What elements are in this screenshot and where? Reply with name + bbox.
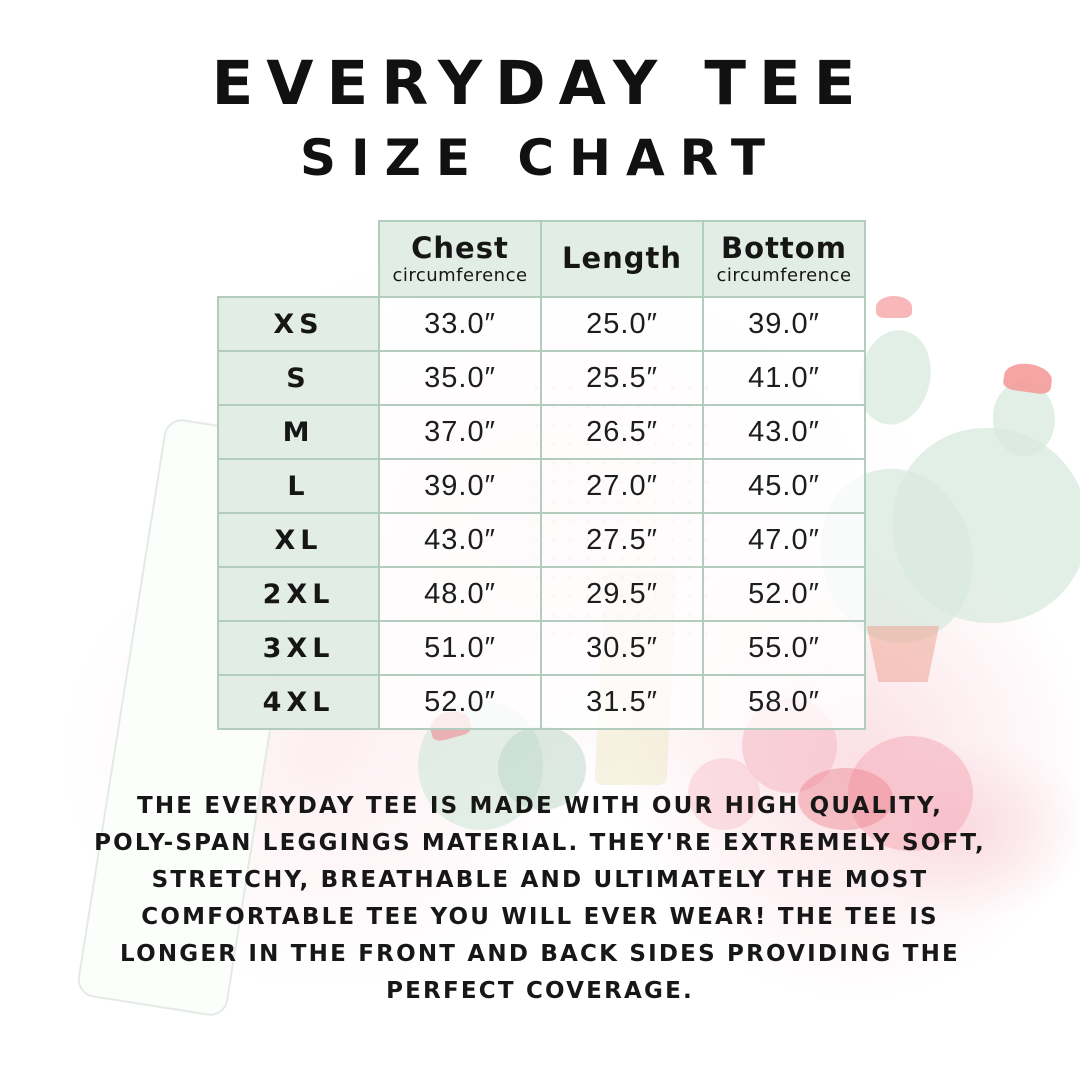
length-value: 30.5″ [540, 620, 704, 676]
page-subtitle: SIZE CHART [299, 129, 781, 187]
description-line: POLY-SPAN LEGGINGS MATERIAL. THEY'RE EXT… [94, 830, 986, 856]
length-value: 25.0″ [540, 296, 704, 352]
bottom-value: 41.0″ [702, 350, 866, 406]
column-header-bottom: Bottom circumference [702, 220, 866, 298]
bottom-value: 39.0″ [702, 296, 866, 352]
flower-watermark [798, 768, 893, 830]
cactus-pad-watermark [993, 382, 1055, 456]
size-label: L [217, 458, 380, 514]
size-label: M [217, 404, 380, 460]
column-header-label: Length [561, 241, 683, 276]
column-header-chest: Chest circumference [378, 220, 542, 298]
size-chart-table: Chest circumference Length Bottom circum… [217, 220, 866, 730]
table-corner-cell [218, 221, 379, 297]
column-header-sublabel: circumference [716, 265, 852, 287]
bottom-value: 58.0″ [702, 674, 866, 730]
chest-value: 48.0″ [378, 566, 542, 622]
description-line: THE EVERYDAY TEE IS MADE WITH OUR HIGH Q… [136, 793, 944, 819]
chest-value: 51.0″ [378, 620, 542, 676]
length-value: 27.0″ [540, 458, 704, 514]
chest-value: 39.0″ [378, 458, 542, 514]
description: THE EVERYDAY TEE IS MADE WITH OUR HIGH Q… [0, 788, 1080, 1010]
table-row-s: S 35.0″ 25.5″ 41.0″ [217, 350, 866, 406]
chest-value: 43.0″ [378, 512, 542, 568]
size-label: XL [217, 512, 380, 568]
table-row-xs: XS 33.0″ 25.0″ 39.0″ [217, 296, 866, 352]
size-chart-table-wrapper: Chest circumference Length Bottom circum… [217, 220, 866, 730]
chest-value: 37.0″ [378, 404, 542, 460]
size-label: S [217, 350, 380, 406]
bottom-value: 55.0″ [702, 620, 866, 676]
flower-watermark [848, 736, 973, 851]
length-value: 31.5″ [540, 674, 704, 730]
column-header-label: Bottom [721, 230, 847, 265]
description-line: PERFECT COVERAGE. [386, 978, 694, 1004]
cactus-watermark [498, 726, 586, 810]
bottom-value: 47.0″ [702, 512, 866, 568]
blush-wash-watermark [850, 740, 1080, 920]
table-row-3xl: 3XL 51.0″ 30.5″ 55.0″ [217, 620, 866, 676]
title-block: EVERYDAY TEE SIZE CHART [0, 48, 1080, 187]
chest-value: 52.0″ [378, 674, 542, 730]
cactus-flower-watermark [876, 296, 912, 318]
column-header-length: Length [540, 220, 704, 298]
size-label: 4XL [217, 674, 380, 730]
table-row-l: L 39.0″ 27.0″ 45.0″ [217, 458, 866, 514]
flower-watermark [688, 758, 760, 830]
bottom-value: 45.0″ [702, 458, 866, 514]
flower-pot-watermark [866, 626, 940, 682]
size-label: XS [217, 296, 380, 352]
length-value: 29.5″ [540, 566, 704, 622]
column-header-sublabel: circumference [392, 265, 528, 287]
page-title: EVERYDAY TEE [211, 48, 869, 119]
column-header-label: Chest [411, 230, 509, 265]
table-row-4xl: 4XL 52.0″ 31.5″ 58.0″ [217, 674, 866, 730]
bottom-value: 43.0″ [702, 404, 866, 460]
description-line: LONGER IN THE FRONT AND BACK SIDES PROVI… [120, 941, 960, 967]
header-row: Chest circumference Length Bottom circum… [218, 220, 866, 298]
table-row-xl: XL 43.0″ 27.5″ 47.0″ [217, 512, 866, 568]
length-value: 26.5″ [540, 404, 704, 460]
size-label: 3XL [217, 620, 380, 676]
description-line: STRETCHY, BREATHABLE AND ULTIMATELY THE … [151, 867, 929, 893]
chest-value: 33.0″ [378, 296, 542, 352]
table-row-2xl: 2XL 48.0″ 29.5″ 52.0″ [217, 566, 866, 622]
size-label: 2XL [217, 566, 380, 622]
description-line: COMFORTABLE TEE YOU WILL EVER WEAR! THE … [141, 904, 939, 930]
table-row-m: M 37.0″ 26.5″ 43.0″ [217, 404, 866, 460]
bottom-value: 52.0″ [702, 566, 866, 622]
chest-value: 35.0″ [378, 350, 542, 406]
length-value: 27.5″ [540, 512, 704, 568]
length-value: 25.5″ [540, 350, 704, 406]
